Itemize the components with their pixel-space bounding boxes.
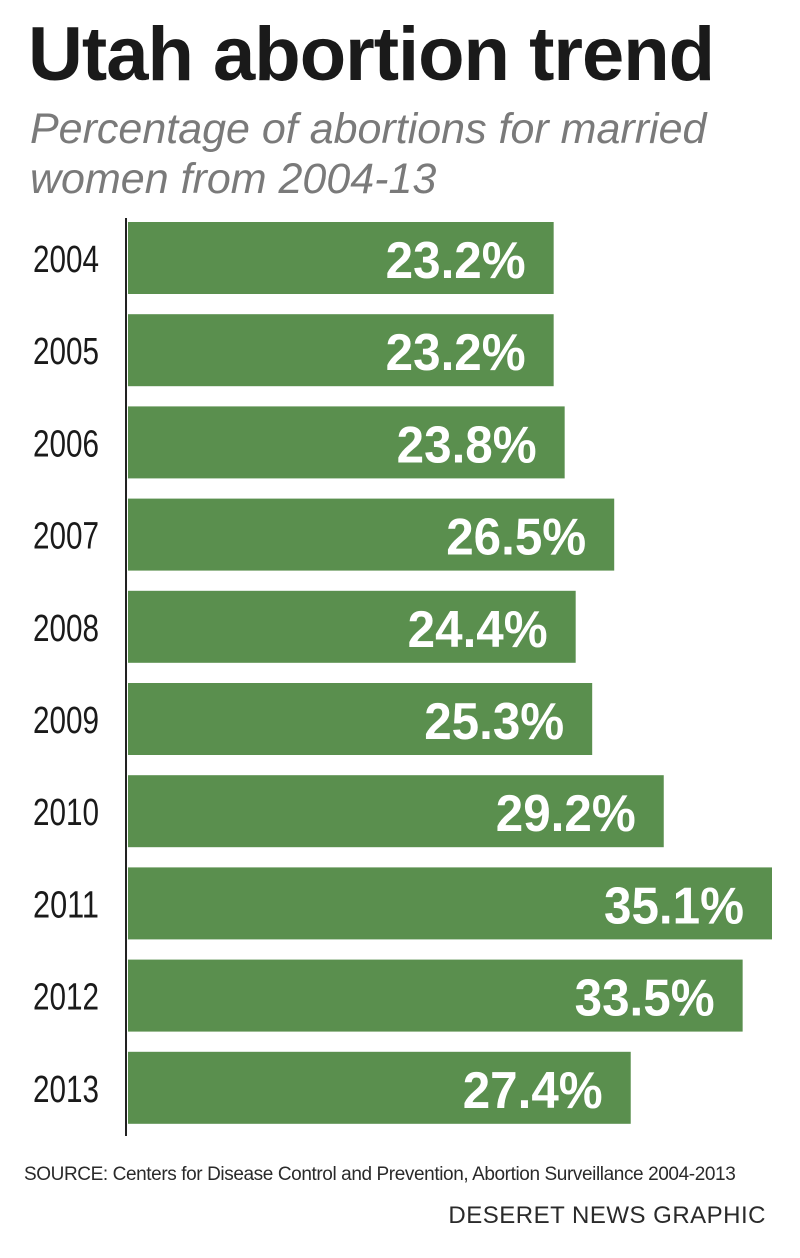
category-label-2012: 2012 <box>33 977 99 1019</box>
category-label-2009: 2009 <box>33 700 99 742</box>
category-label-2007: 2007 <box>33 516 99 558</box>
bar-chart: 2004 2005 2006 2007 2008 2009 2010 2011 2012 2013… <box>33 218 772 1136</box>
category-label-2013: 2013 <box>33 1069 99 1111</box>
bars-group <box>128 222 772 1124</box>
bar-2006 <box>128 406 565 479</box>
value-label-2007: 26.5% <box>446 509 586 567</box>
bar-2013 <box>128 1051 631 1124</box>
value-label-2005: 23.2% <box>386 324 526 382</box>
value-label-2011: 35.1% <box>604 877 744 935</box>
category-label-2005: 2005 <box>33 331 99 373</box>
value-label-2010: 29.2% <box>496 785 636 843</box>
value-label-2006: 23.8% <box>397 416 537 474</box>
chart-subtitle: Percentage of abortions for married wome… <box>30 105 707 203</box>
category-label-2004: 2004 <box>33 239 99 281</box>
bar-2005 <box>128 314 554 387</box>
category-label-2011: 2011 <box>33 884 99 926</box>
bar-2007 <box>128 498 615 571</box>
value-label-2013: 27.4% <box>463 1062 603 1120</box>
value-label-2004: 23.2% <box>386 232 526 290</box>
category-labels-group: 2004 2005 2006 2007 2008 2009 2010 2011 2012 2013 <box>33 239 99 1111</box>
chart-title: Utah abortion trend <box>28 12 715 97</box>
category-label-2010: 2010 <box>33 792 99 834</box>
value-label-2009: 25.3% <box>424 693 564 751</box>
value-label-2012: 33.5% <box>575 970 715 1028</box>
value-label-2008: 24.4% <box>408 601 548 659</box>
bar-2010 <box>128 775 664 848</box>
category-label-2006: 2006 <box>33 423 99 465</box>
value-labels-group: 23.2% 23.2% 23.8% 26.5% 24.4% 25.3% 29.2% 35.1%… <box>386 232 744 1120</box>
source-note: SOURCE: Centers for Disease Control and … <box>24 1164 736 1185</box>
bar-2004 <box>128 222 554 294</box>
graphic-credit: DESERET NEWS GRAPHIC <box>448 1202 766 1229</box>
category-label-2008: 2008 <box>33 608 99 650</box>
bar-2011 <box>128 867 772 940</box>
bar-2012 <box>128 959 743 1032</box>
bar-2009 <box>128 683 593 755</box>
bar-2008 <box>128 590 576 663</box>
